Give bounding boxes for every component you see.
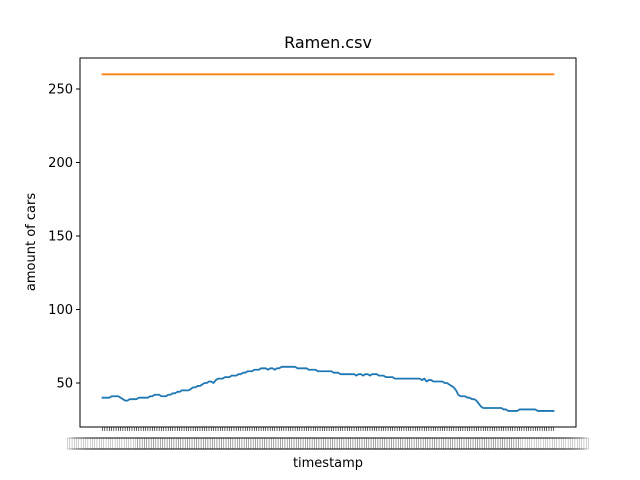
chart-title: Ramen.csv <box>284 33 372 52</box>
x-tick-labels <box>67 437 589 450</box>
x-ticks <box>102 427 554 431</box>
x-tick-label-blob <box>518 437 589 450</box>
series-line <box>101 365 555 412</box>
y-tick-label: 100 <box>48 303 73 318</box>
y-ticks: 50 100 150 200 250 <box>48 83 80 392</box>
y-tick-label: 150 <box>48 230 73 245</box>
x-axis-label: timestamp <box>293 456 363 471</box>
series-lines <box>101 73 555 412</box>
axes-frame <box>79 57 577 428</box>
y-tick-label: 50 <box>56 377 73 392</box>
y-axis-label: amount of cars <box>24 193 39 291</box>
y-tick-label: 250 <box>48 83 73 98</box>
y-tick-label: 200 <box>48 156 73 171</box>
